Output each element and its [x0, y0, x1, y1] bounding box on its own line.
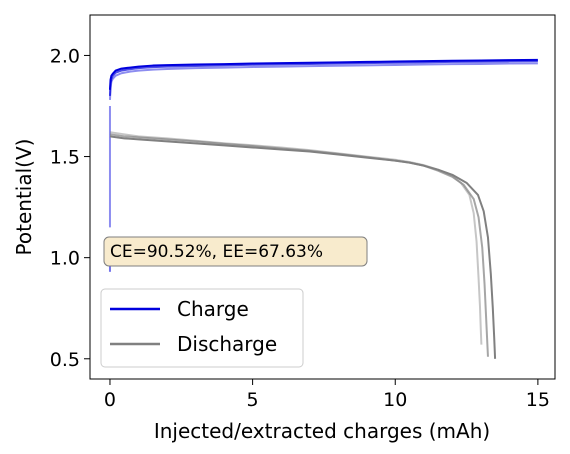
plot-lines	[108, 58, 538, 359]
legend-charge-label: Charge	[177, 297, 249, 321]
x-tick-label: 5	[247, 389, 259, 411]
y-tick-label: 1.5	[50, 147, 80, 169]
x-tick-label: 0	[104, 389, 116, 411]
x-axis-ticks: 0 5 10 15	[104, 379, 550, 411]
y-tick-label: 1.0	[50, 248, 80, 270]
x-axis-label: Injected/extracted charges (mAh)	[154, 419, 490, 443]
discharge-curve-2	[109, 133, 489, 357]
charge-curve-2	[108, 60, 538, 96]
y-axis-ticks: 0.5 1.0 1.5 2.0	[50, 45, 90, 371]
annotation-text: CE=90.52%, EE=67.63%	[110, 242, 323, 262]
y-tick-label: 2.0	[50, 45, 80, 67]
x-tick-label: 15	[526, 389, 550, 411]
annotation-box: CE=90.52%, EE=67.63%	[103, 236, 368, 267]
charge-curve-3	[108, 62, 538, 100]
y-axis-label: Potential(V)	[12, 139, 36, 256]
y-tick-label: 0.5	[50, 349, 80, 371]
legend-discharge-label: Discharge	[177, 332, 277, 356]
x-tick-label: 10	[383, 389, 407, 411]
discharge-curve-3	[109, 131, 483, 345]
charge-curve-1	[108, 58, 538, 90]
legend: Charge Discharge	[100, 288, 304, 368]
plot-frame	[89, 14, 556, 380]
